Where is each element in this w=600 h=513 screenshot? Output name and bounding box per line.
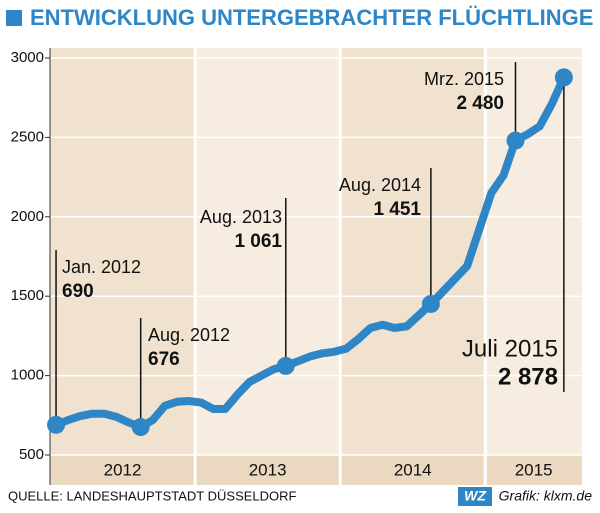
plot-area: 2012 2013 2014 2015 500 1000 1500 2000 2500 3000 J… [11,48,582,485]
annotation-value: 676 [148,349,180,370]
y-tick-label: 2000 [11,208,44,225]
year-band [485,48,582,485]
y-tick-label: 1000 [11,367,44,384]
data-point [131,418,150,437]
year-label-band [340,455,486,485]
annotation-date: Mrz. 2015 [424,69,504,89]
chart-title: ENTWICKLUNG UNTERGEBRACHTER FLÜCHTLINGE [30,5,593,30]
annotation-value: 1 061 [234,231,282,252]
y-tick-label: 3000 [11,49,44,66]
source: QUELLE: LANDESHAUPTSTADT DÜSSELDORF [8,488,297,503]
y-tick-label: 2500 [11,128,44,145]
data-point [554,68,573,87]
y-tick-label: 1500 [11,287,44,304]
annotation-date: Aug. 2012 [148,325,230,345]
x-tick-label: 2015 [515,460,553,479]
annotation-date: Juli 2015 [462,335,558,362]
year-band [50,48,196,485]
title-marker [6,10,22,26]
year-label-band [195,455,341,485]
x-tick-label: 2014 [394,460,432,479]
logo: WZ [464,488,486,504]
annotation-value: 690 [62,281,94,302]
data-point [276,356,295,375]
year-band [195,48,341,485]
data-point [47,415,66,434]
annotation-value: 2 878 [498,363,558,390]
logo-box [458,487,492,506]
y-tick-label: 500 [19,446,44,463]
data-point [421,294,440,313]
credit: Grafik: klxm.de [499,488,593,504]
x-tick-label: 2012 [104,460,142,479]
annotation-value: 2 480 [456,93,504,114]
x-tick-label: 2013 [249,460,287,479]
annotation-date: Jan. 2012 [62,257,141,277]
data-point [506,131,525,150]
annotation-date: Aug. 2013 [200,207,282,227]
year-band [340,48,486,485]
annotation-date: Aug. 2014 [339,175,421,195]
year-label-band [485,455,582,485]
year-label-band [50,455,196,485]
annotation-value: 1 451 [373,199,421,220]
